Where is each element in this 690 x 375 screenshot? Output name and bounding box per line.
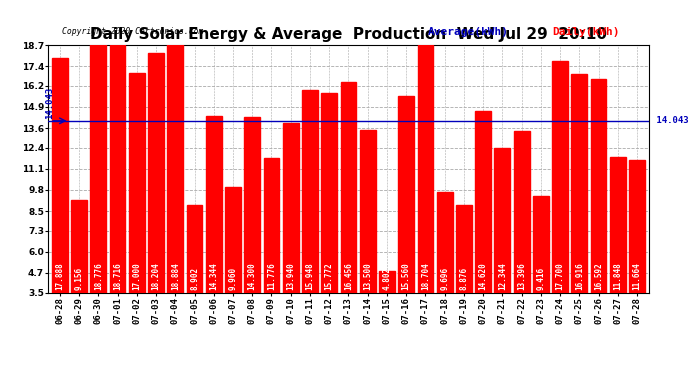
Text: 18.204: 18.204 bbox=[152, 262, 161, 290]
Text: 16.592: 16.592 bbox=[594, 262, 603, 290]
Text: 18.776: 18.776 bbox=[94, 262, 103, 290]
Text: 8.876: 8.876 bbox=[460, 267, 469, 290]
Text: 18.884: 18.884 bbox=[171, 262, 180, 290]
Text: 15.560: 15.560 bbox=[402, 262, 411, 290]
Text: 14.043: 14.043 bbox=[45, 87, 54, 119]
Bar bbox=[437, 192, 453, 292]
Text: 16.456: 16.456 bbox=[344, 262, 353, 290]
Text: 8.902: 8.902 bbox=[190, 267, 199, 290]
Bar bbox=[552, 61, 568, 292]
Bar bbox=[514, 131, 529, 292]
Bar bbox=[379, 271, 395, 292]
Text: 18.704: 18.704 bbox=[421, 262, 430, 290]
Bar bbox=[417, 45, 433, 292]
Bar bbox=[495, 148, 511, 292]
Text: 13.940: 13.940 bbox=[286, 262, 295, 290]
Text: 4.802: 4.802 bbox=[382, 267, 391, 290]
Bar bbox=[168, 42, 183, 292]
Text: 9.960: 9.960 bbox=[228, 267, 237, 290]
Text: Daily(kWh): Daily(kWh) bbox=[552, 27, 620, 37]
Bar bbox=[359, 130, 375, 292]
Bar bbox=[302, 90, 318, 292]
Bar bbox=[52, 58, 68, 292]
Bar bbox=[571, 74, 587, 292]
Bar bbox=[244, 117, 260, 292]
Bar bbox=[90, 44, 106, 292]
Bar bbox=[206, 116, 221, 292]
Text: 18.716: 18.716 bbox=[113, 262, 122, 290]
Text: 17.700: 17.700 bbox=[555, 262, 564, 290]
Bar bbox=[591, 80, 607, 292]
Text: 9.696: 9.696 bbox=[440, 267, 449, 290]
Text: 17.888: 17.888 bbox=[55, 262, 64, 290]
Bar bbox=[341, 81, 356, 292]
Bar bbox=[283, 123, 299, 292]
Text: Average(kWh): Average(kWh) bbox=[428, 27, 509, 37]
Text: 14.620: 14.620 bbox=[479, 262, 488, 290]
Text: 14.344: 14.344 bbox=[209, 262, 218, 290]
Text: 14.300: 14.300 bbox=[248, 262, 257, 290]
Text: 15.948: 15.948 bbox=[306, 262, 315, 290]
Text: 13.396: 13.396 bbox=[517, 262, 526, 290]
Bar bbox=[110, 45, 126, 292]
Bar bbox=[629, 160, 645, 292]
Bar bbox=[475, 111, 491, 292]
Title: Daily Solar Energy & Average  Production  Wed Jul 29  20:10: Daily Solar Energy & Average Production … bbox=[90, 27, 607, 42]
Bar bbox=[322, 93, 337, 292]
Text: 17.000: 17.000 bbox=[132, 262, 141, 290]
Bar bbox=[148, 53, 164, 292]
Text: 11.664: 11.664 bbox=[633, 262, 642, 290]
Bar bbox=[129, 73, 145, 292]
Bar bbox=[225, 188, 241, 292]
Bar bbox=[264, 158, 279, 292]
Text: 15.772: 15.772 bbox=[325, 262, 334, 290]
Bar bbox=[71, 200, 87, 292]
Bar bbox=[456, 205, 472, 292]
Text: 13.500: 13.500 bbox=[363, 262, 372, 290]
Text: 9.416: 9.416 bbox=[536, 267, 545, 290]
Bar bbox=[186, 204, 202, 292]
Text: 9.156: 9.156 bbox=[75, 267, 83, 290]
Text: 16.916: 16.916 bbox=[575, 262, 584, 290]
Text: 12.344: 12.344 bbox=[498, 262, 507, 290]
Bar bbox=[398, 96, 414, 292]
Bar bbox=[610, 157, 626, 292]
Text: Copyright 2020 Cartronics.com: Copyright 2020 Cartronics.com bbox=[62, 27, 204, 36]
Text: 14.043: 14.043 bbox=[651, 116, 689, 125]
Text: 11.848: 11.848 bbox=[613, 262, 622, 290]
Bar bbox=[533, 196, 549, 292]
Text: 11.776: 11.776 bbox=[267, 262, 276, 290]
